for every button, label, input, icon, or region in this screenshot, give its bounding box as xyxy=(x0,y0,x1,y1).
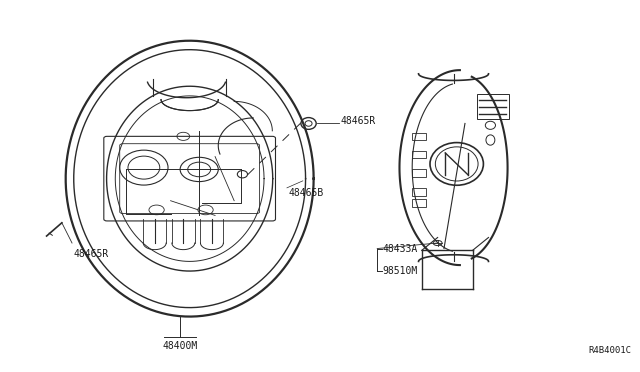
Text: R4B4001C: R4B4001C xyxy=(589,346,632,355)
Text: 98510M: 98510M xyxy=(382,266,417,276)
Text: 48433A: 48433A xyxy=(382,244,417,254)
Bar xyxy=(412,133,426,140)
Text: 48465B: 48465B xyxy=(288,188,323,198)
Bar xyxy=(412,188,426,196)
Bar xyxy=(412,199,426,207)
Text: 48465R: 48465R xyxy=(341,116,376,125)
Text: 48465R: 48465R xyxy=(74,248,109,259)
Bar xyxy=(477,94,509,119)
Text: 48400M: 48400M xyxy=(163,341,198,351)
Bar xyxy=(412,170,426,177)
Bar xyxy=(412,151,426,158)
